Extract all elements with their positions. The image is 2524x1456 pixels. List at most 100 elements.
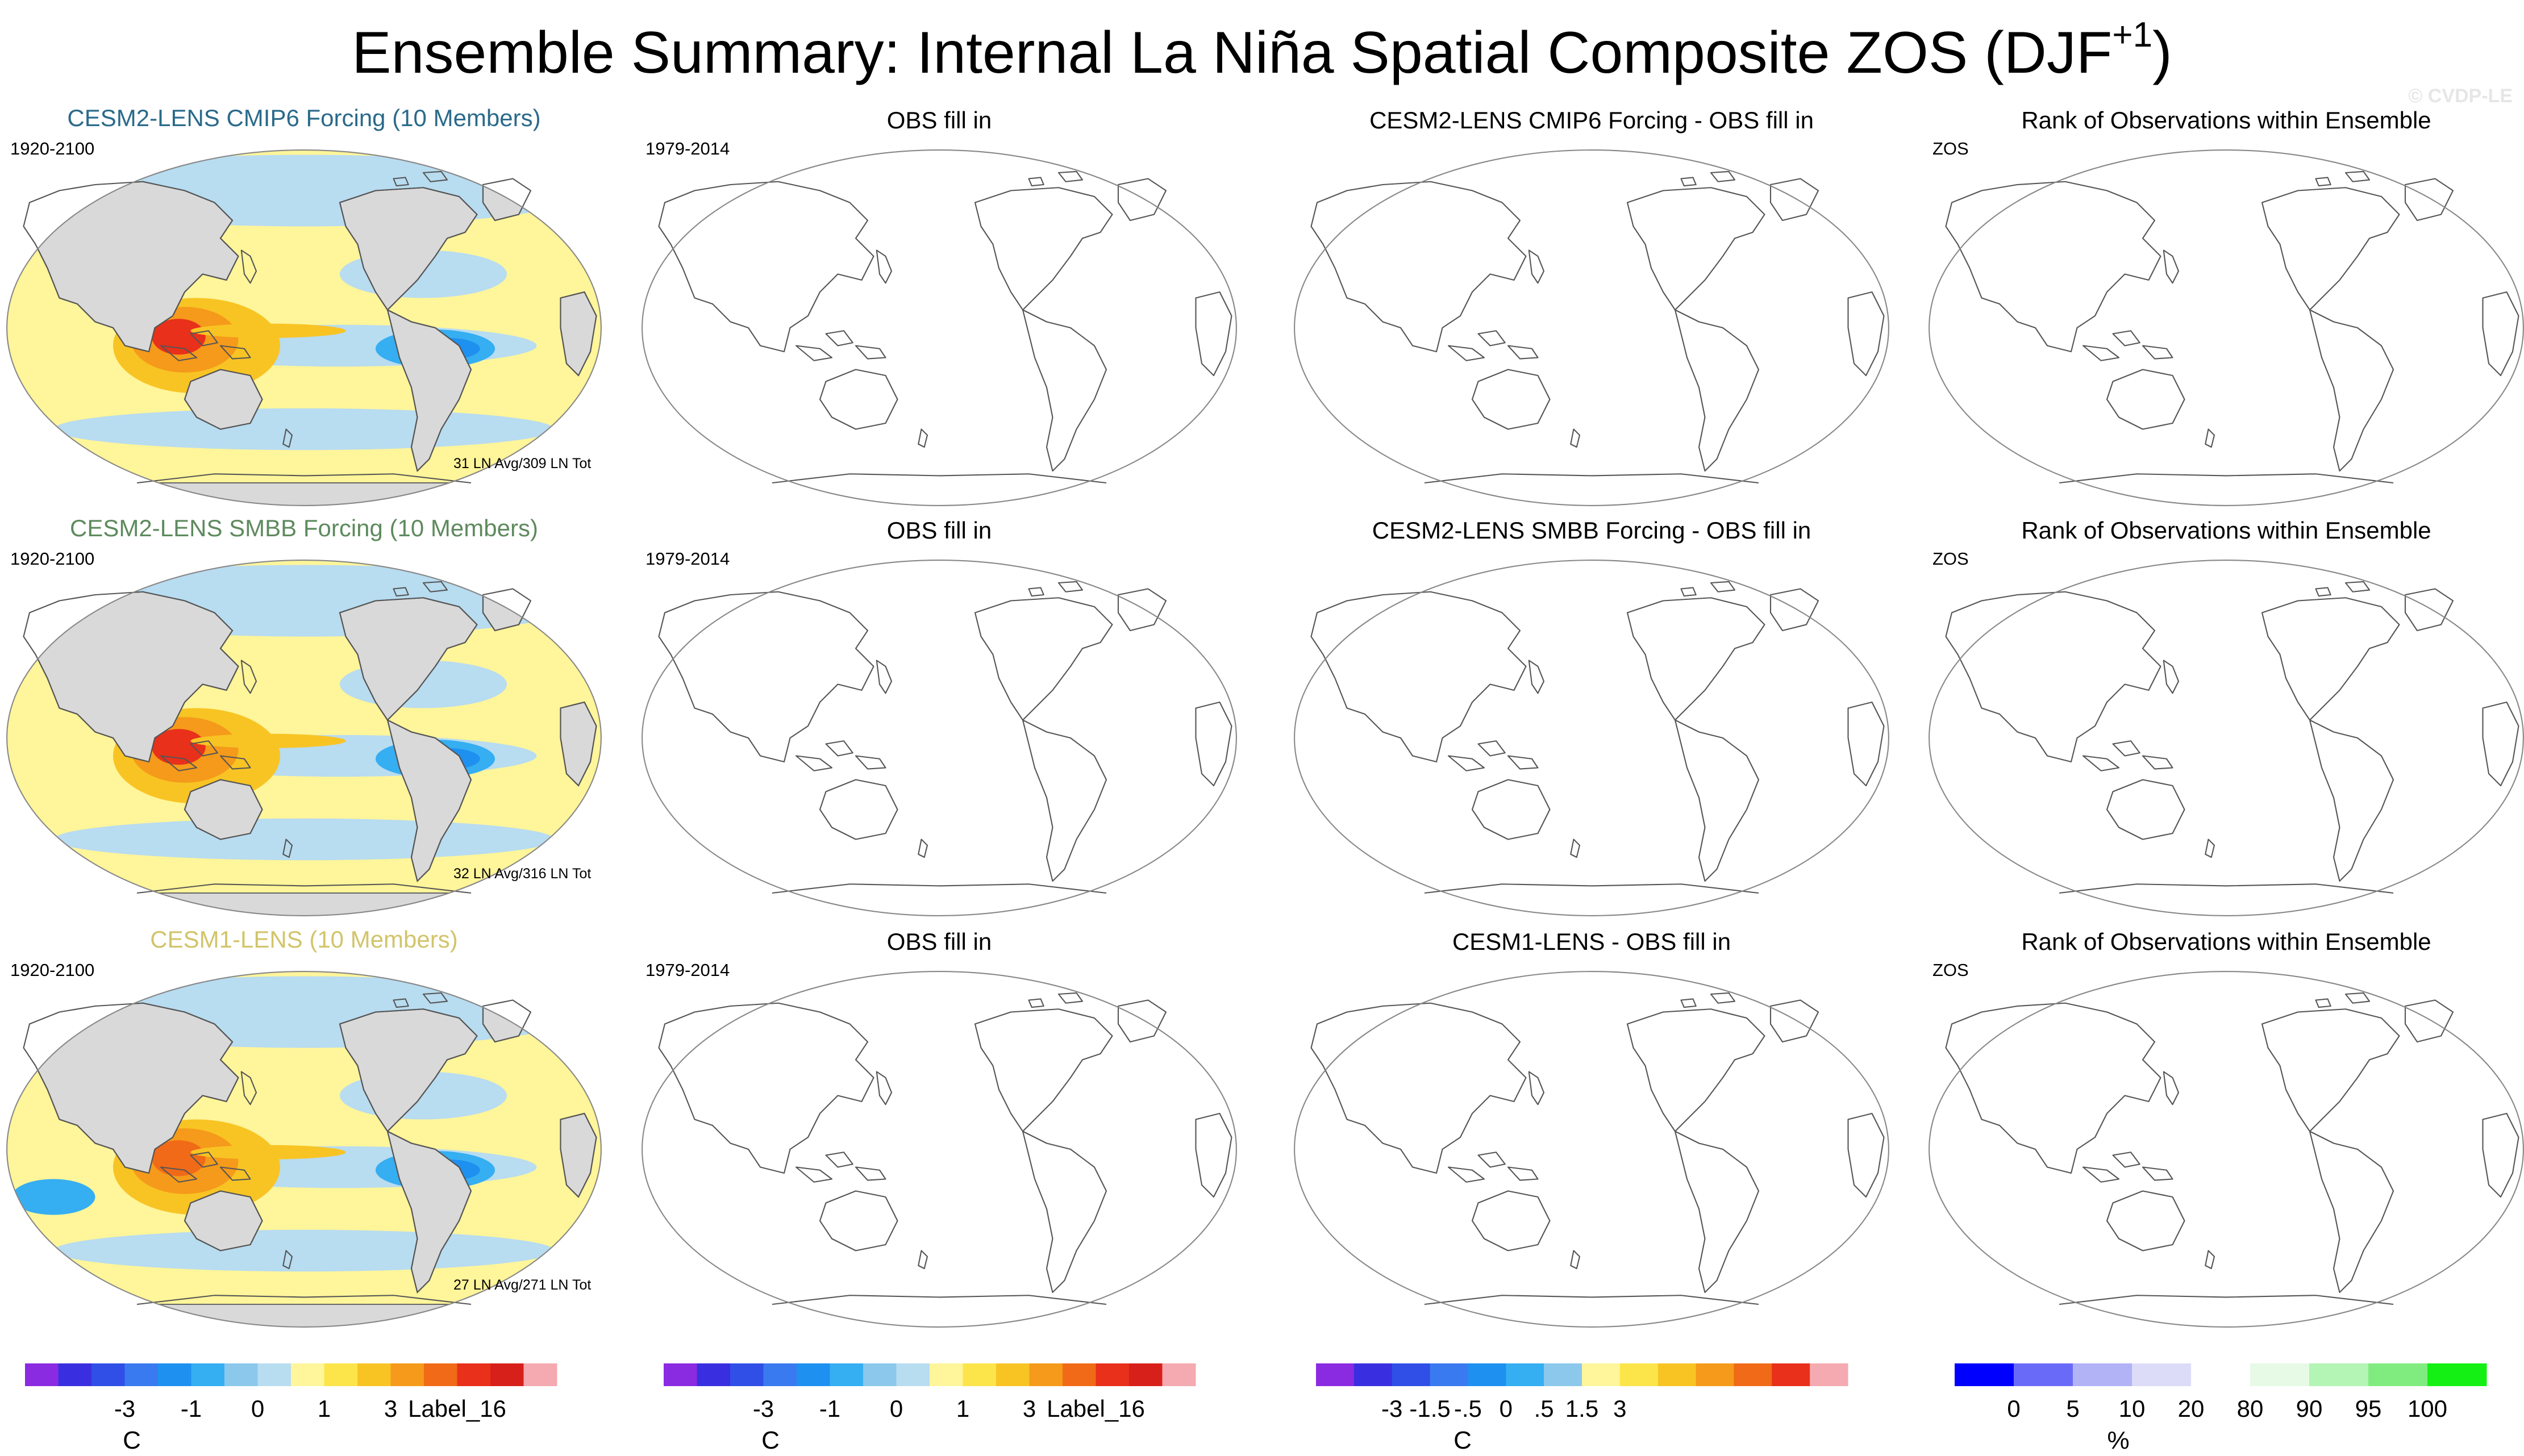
ensemble-field	[7, 560, 601, 916]
colorbar-swatch	[1392, 1363, 1431, 1386]
panel-title: CESM1-LENS (10 Members)	[150, 926, 458, 953]
colorbar-swatch	[963, 1363, 997, 1386]
map-border	[642, 149, 1237, 506]
ensemble-map	[6, 149, 602, 506]
map-border	[1294, 560, 1889, 916]
panel-title: CESM1-LENS - OBS fill in	[1452, 928, 1731, 955]
colorbar-tick-label: -3	[1381, 1395, 1402, 1422]
warm-tongue	[190, 1145, 346, 1159]
colorbar-tick-label: Label_16	[408, 1395, 506, 1422]
colorbar-swatch	[697, 1363, 731, 1386]
colorbar-swatch	[2309, 1363, 2369, 1386]
south-band	[53, 818, 555, 861]
coastline	[1311, 993, 1884, 1304]
colorbar-swatch	[1544, 1363, 1582, 1386]
coastline	[1311, 582, 1884, 893]
colorbar-swatch	[1353, 1363, 1393, 1386]
panel-title: CESM2-LENS SMBB Forcing (10 Members)	[70, 515, 538, 541]
colorbar-swatch	[1619, 1363, 1659, 1386]
colorbar-swatch	[357, 1363, 391, 1386]
diff-map	[1294, 560, 1889, 916]
map-border	[6, 149, 602, 506]
colorbar-tick-label: 80	[2237, 1395, 2264, 1422]
colorbar-unit: %	[2107, 1426, 2130, 1454]
colorbar-swatch	[390, 1363, 424, 1386]
colorbar-tick-label: 3	[384, 1395, 397, 1422]
colorbar-swatch	[25, 1363, 59, 1386]
colorbar-swatch	[830, 1363, 864, 1386]
colorbar-tick-label: 0	[2007, 1395, 2020, 1422]
colorbar-swatch	[1734, 1363, 1772, 1386]
colorbar-tick-label: 0	[1500, 1395, 1513, 1422]
coastline	[659, 993, 1232, 1304]
colorbar-unit: C	[761, 1426, 780, 1454]
colorbar-swatch	[2250, 1363, 2310, 1386]
colorbar-unit: C	[1453, 1426, 1472, 1454]
colorbar-tick-label: 95	[2355, 1395, 2382, 1422]
title-text: Ensemble Summary: Internal La Niña Spati…	[352, 20, 2113, 86]
colorbar-swatch	[1468, 1363, 1506, 1386]
colorbar-unit: C	[123, 1426, 141, 1454]
colorbar-swatch	[1316, 1363, 1355, 1386]
panel-title: OBS fill in	[886, 928, 992, 955]
colorbar-tick-label: 90	[2296, 1395, 2323, 1422]
colorbar-swatch	[2191, 1363, 2251, 1386]
colorbar-swatch	[158, 1363, 191, 1386]
colorbar-tick-label: 5	[2066, 1395, 2079, 1422]
event-count: 31 LN Avg/309 LN Tot	[453, 456, 592, 472]
colorbar-swatch	[1582, 1363, 1621, 1386]
colorbar-swatch	[1772, 1363, 1810, 1386]
rank-map	[1929, 560, 2524, 916]
colorbar-swatch	[224, 1363, 258, 1386]
colorbar-swatch	[664, 1363, 697, 1386]
colorbar-tick-label: 0	[890, 1395, 903, 1422]
rank-map	[1929, 149, 2524, 506]
year-range: 1920-2100	[10, 960, 95, 980]
map-border	[1929, 149, 2524, 506]
colorbar-swatch	[2427, 1363, 2487, 1386]
colorbar-swatch	[896, 1363, 930, 1386]
map-border	[6, 560, 602, 916]
variable-label: ZOS	[1932, 960, 1969, 980]
colorbar-tick-label: -1.5	[1409, 1395, 1450, 1422]
colorbar-swatch	[1955, 1363, 2014, 1386]
colorbar-swatch	[91, 1363, 125, 1386]
panel-title: OBS fill in	[886, 107, 992, 133]
cvdp-credit: © CVDP-LE	[2408, 85, 2513, 107]
colorbar-swatch	[930, 1363, 963, 1386]
colorbar-swatch	[730, 1363, 764, 1386]
colorbar-swatch	[324, 1363, 358, 1386]
event-count: 32 LN Avg/316 LN Tot	[453, 866, 592, 882]
map-border	[1929, 560, 2524, 916]
colorbar-swatch	[1657, 1363, 1697, 1386]
map-border	[642, 560, 1237, 916]
colorbar-swatch	[863, 1363, 897, 1386]
colorbar-swatch	[2368, 1363, 2428, 1386]
map-border	[1294, 971, 1889, 1328]
panel-title: Rank of Observations within Ensemble	[2021, 517, 2431, 544]
colorbar-tick-label: 20	[2178, 1395, 2205, 1422]
coastline	[1311, 172, 1884, 483]
diff-map	[1294, 149, 1889, 506]
colorbar-swatch	[291, 1363, 324, 1386]
colorbar-tick-label: -1	[181, 1395, 202, 1422]
diff-colorbar: -3 -1.5 -.5 0 .5 1.5 3	[1316, 1363, 1848, 1422]
title-superscript: +1	[2112, 15, 2153, 55]
map-border	[6, 971, 602, 1328]
ensemble-map	[6, 560, 602, 916]
colorbar-swatch	[490, 1363, 524, 1386]
colorbar-swatch	[1029, 1363, 1063, 1386]
panel-title: CESM2-LENS SMBB Forcing - OBS fill in	[1372, 517, 1811, 544]
figure-title: Ensemble Summary: Internal La Niña Spati…	[0, 15, 2524, 98]
colorbar-tick-label: 10	[2119, 1395, 2146, 1422]
colorbar-swatch	[124, 1363, 159, 1386]
indian-cold	[11, 1179, 95, 1215]
colorbar-tick-label: 1	[956, 1395, 969, 1422]
panel-title: CESM2-LENS CMIP6 Forcing - OBS fill in	[1369, 107, 1814, 133]
rank-colorbar: 0 5 10 20 80 90 95 100	[1955, 1363, 2487, 1422]
year-range: 1920-2100	[10, 139, 95, 158]
south-band	[53, 408, 555, 450]
colorbar-swatch	[1162, 1363, 1196, 1386]
colorbar-swatch	[58, 1363, 92, 1386]
obs-map	[642, 971, 1237, 1328]
